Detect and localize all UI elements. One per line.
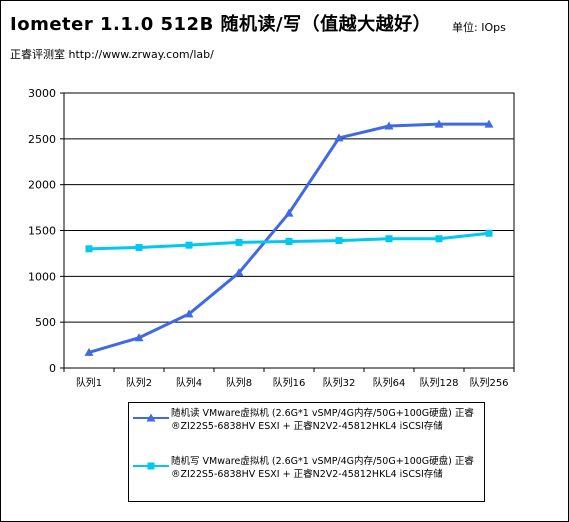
- data-point-write: [385, 235, 393, 243]
- data-point-write: [435, 235, 443, 243]
- legend-item-write: 随机写 VMware虚拟机 (2.6G*1 vSMP/4G内存/50G+100G…: [129, 455, 484, 497]
- legend-item-read: 随机读 VMware虚拟机 (2.6G*1 vSMP/4G内存/50G+100G…: [129, 407, 484, 449]
- legend-swatch-read: [133, 413, 169, 422]
- x-tick-label: 队列64: [373, 376, 406, 389]
- x-tick-label: 队列128: [419, 376, 458, 389]
- x-tick-label: 队列16: [273, 376, 306, 389]
- data-point-read: [384, 121, 394, 130]
- x-tick-label: 队列1: [76, 376, 102, 389]
- data-point-write: [85, 245, 93, 253]
- data-point-read: [334, 133, 344, 142]
- y-tick-label: 1500: [28, 225, 56, 238]
- legend-label-write: 随机写 VMware虚拟机 (2.6G*1 vSMP/4G内存/50G+100G…: [171, 456, 474, 480]
- data-point-write: [335, 237, 343, 245]
- data-point-write: [135, 243, 143, 251]
- data-point-read: [184, 309, 194, 318]
- legend-label-read: 随机读 VMware虚拟机 (2.6G*1 vSMP/4G内存/50G+100G…: [171, 408, 474, 432]
- x-tick-label: 队列32: [323, 376, 356, 389]
- y-tick-label: 500: [35, 316, 56, 329]
- y-tick-label: 2000: [28, 179, 56, 192]
- data-point-write: [485, 229, 493, 237]
- data-point-read: [434, 119, 444, 128]
- legend: 随机读 VMware虚拟机 (2.6G*1 vSMP/4G内存/50G+100G…: [128, 402, 485, 502]
- data-point-read: [284, 208, 294, 217]
- data-point-read: [484, 119, 494, 128]
- data-point-write: [185, 241, 193, 249]
- source-label: 正睿评测室 http://www.zrway.com/lab/: [10, 48, 214, 61]
- data-point-read: [234, 268, 244, 277]
- y-tick-label: 0: [49, 362, 56, 375]
- y-tick-label: 2500: [28, 133, 56, 146]
- x-tick-label: 队列2: [126, 376, 152, 389]
- y-tick-label: 1000: [28, 270, 56, 283]
- data-point-read: [84, 347, 94, 356]
- data-point-write: [285, 238, 293, 245]
- unit-label: 单位: IOps: [452, 21, 506, 34]
- data-point-read: [134, 333, 144, 342]
- y-tick-label: 3000: [28, 87, 56, 100]
- legend-swatch-write: [133, 462, 169, 470]
- x-tick-label: 队列4: [176, 376, 202, 389]
- chart-title: Iometer 1.1.0 512B 随机读/写（值越大越好）: [10, 14, 432, 35]
- x-tick-label: 队列8: [226, 376, 252, 389]
- data-point-write: [235, 238, 243, 246]
- x-tick-label: 队列256: [469, 376, 508, 389]
